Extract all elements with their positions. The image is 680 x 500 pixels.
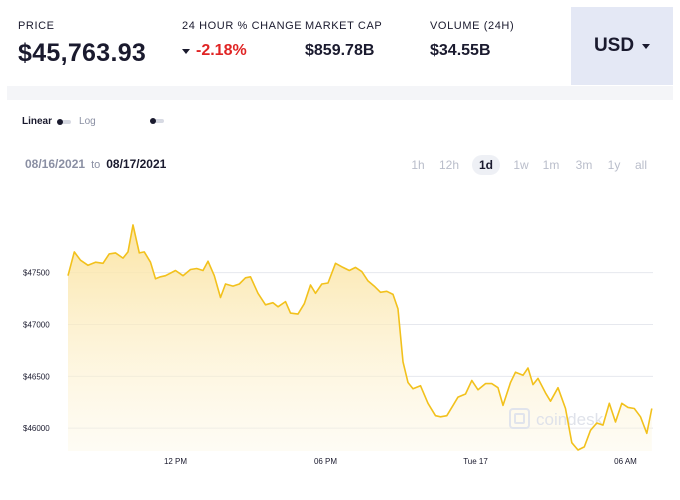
date-from[interactable]: 08/16/2021 [25, 157, 86, 171]
y-tick-label: $47000 [23, 320, 50, 329]
price-stat: PRICE $45,763.93 [18, 20, 146, 68]
coindesk-logo-icon [509, 408, 530, 429]
linear-toggle-switch[interactable] [57, 118, 72, 125]
change-stat: 24 HOUR % CHANGE -2.18% [182, 20, 302, 60]
log-scale-toggle[interactable]: Log [79, 116, 96, 127]
market-cap-stat: MARKET CAP $859.78B [305, 20, 382, 60]
price-value: $45,763.93 [18, 39, 147, 67]
currency-label: USD [593, 35, 635, 56]
range-all-button[interactable]: all [634, 158, 648, 172]
volume-value: $34.55B [430, 42, 491, 59]
time-range-selector: 1h 12h 1d 1w 1m 3m 1y all [400, 155, 660, 175]
chart-option-toggle[interactable] [150, 118, 164, 124]
y-axis-labels: $47500 $47000 $46500 $46000 [23, 269, 50, 434]
y-tick-label: $47500 [23, 269, 50, 278]
range-1y-button[interactable]: 1y [607, 158, 621, 172]
market-cap-value: $859.78B [305, 42, 375, 59]
scale-toggles: Linear Log [22, 116, 104, 127]
market-cap-label: MARKET CAP [305, 20, 383, 32]
range-3m-button[interactable]: 3m [575, 158, 593, 172]
currency-dropdown[interactable]: USD [571, 7, 673, 85]
range-12h-button[interactable]: 12h [438, 158, 460, 172]
change-value: -2.18% [196, 42, 247, 59]
price-series-line [67, 224, 653, 451]
section-divider [7, 86, 673, 100]
y-tick-label: $46500 [23, 372, 50, 381]
x-tick-label: 06 AM [614, 457, 637, 466]
price-area [68, 224, 652, 451]
coindesk-watermark: coindesk [509, 408, 604, 429]
x-axis-labels: 12 PM 06 PM Tue 17 06 AM [164, 457, 637, 466]
date-range: 08/16/2021 to 08/17/2021 [25, 157, 166, 171]
toggle-knob [150, 118, 156, 124]
linear-scale-label: Linear [22, 116, 53, 127]
stats-bar: PRICE $45,763.93 24 HOUR % CHANGE -2.18%… [0, 0, 680, 92]
toggle-knob [57, 118, 64, 125]
volume-stat: VOLUME (24H) $34.55B [430, 20, 514, 60]
range-1d-button[interactable]: 1d [471, 155, 501, 175]
change-value-row: -2.18% [182, 42, 302, 60]
price-label: PRICE [18, 20, 55, 32]
linear-scale-toggle[interactable]: Linear [22, 116, 72, 127]
x-tick-label: 06 PM [314, 457, 337, 466]
range-1m-button[interactable]: 1m [542, 158, 560, 172]
x-tick-label: Tue 17 [463, 457, 488, 466]
watermark-text: coindesk [536, 410, 604, 429]
range-1h-button[interactable]: 1h [411, 158, 425, 172]
chevron-down-icon [642, 43, 651, 49]
x-tick-label: 12 PM [164, 457, 187, 466]
date-range-separator: to [91, 159, 101, 171]
range-1w-button[interactable]: 1w [513, 158, 529, 172]
date-to[interactable]: 08/17/2021 [106, 157, 167, 171]
log-scale-label: Log [79, 116, 96, 127]
volume-label: VOLUME (24H) [430, 20, 515, 32]
down-caret-icon [182, 48, 190, 54]
change-label: 24 HOUR % CHANGE [182, 20, 303, 32]
y-tick-label: $46000 [23, 424, 50, 433]
